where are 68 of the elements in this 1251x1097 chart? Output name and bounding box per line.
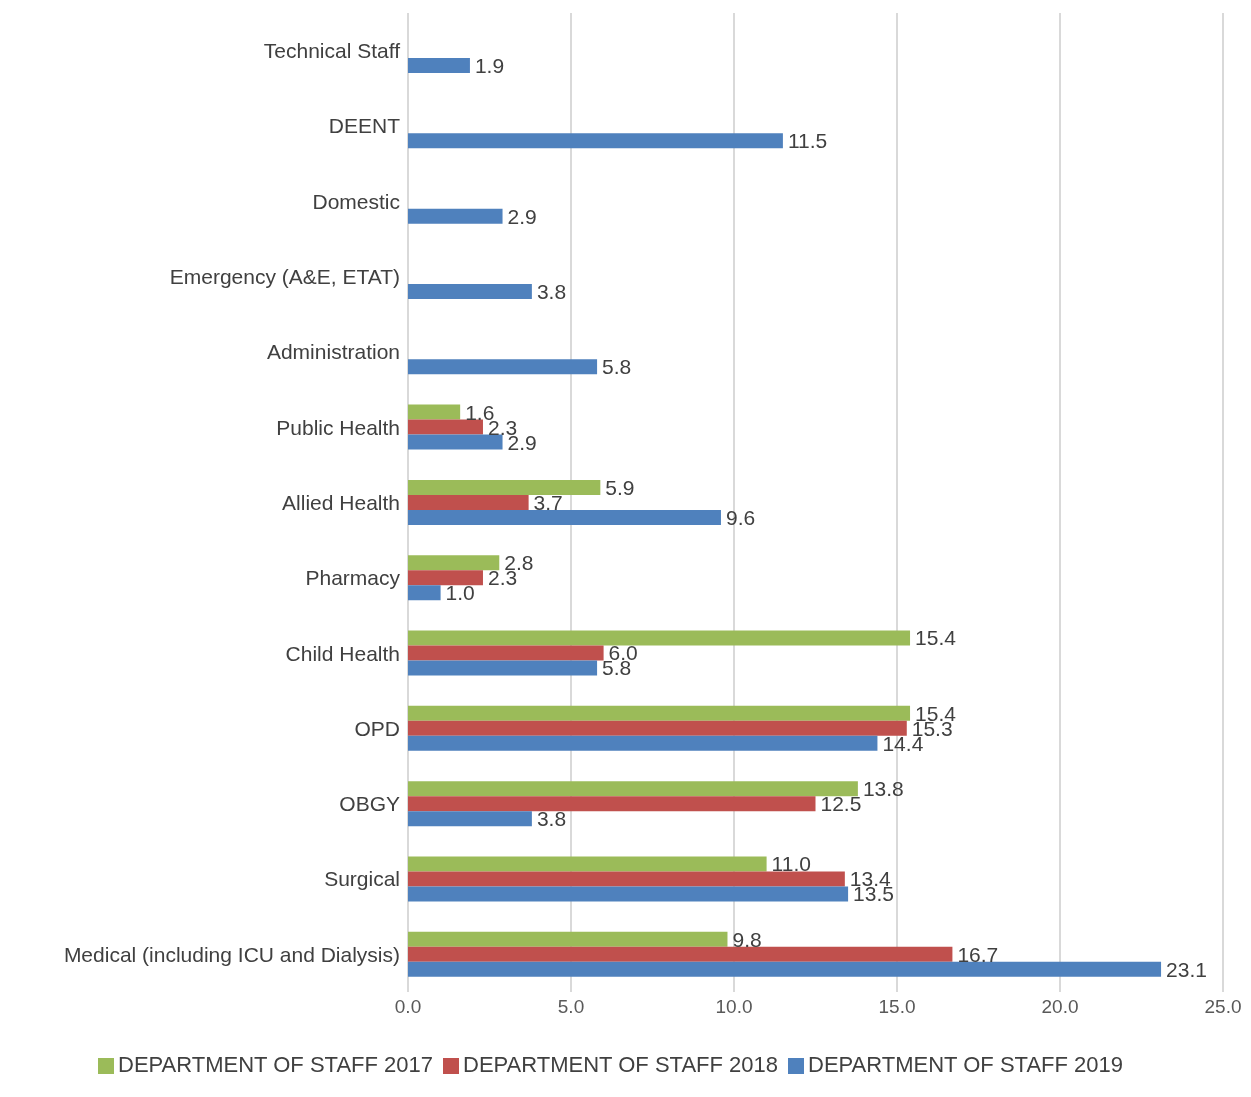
bar [408,509,721,525]
bar [408,570,483,586]
y-tick-label: Surgical [324,867,400,891]
bar [408,283,532,299]
x-tick-label: 25.0 [1204,996,1242,1018]
bar [408,871,845,887]
y-tick-label: Child Health [285,641,400,665]
data-label: 15.4 [915,626,957,650]
data-label: 11.5 [787,129,828,153]
y-tick-label: Allied Health [282,490,400,514]
bar [408,931,728,947]
bar [408,630,911,646]
y-tick-label: Domestic [312,189,400,213]
legend-label: DEPARTMENT OF STAFF 2019 [808,1052,1123,1077]
bar [408,856,767,872]
y-tick-label: Public Health [276,415,400,439]
y-tick-label: Technical Staff [263,39,401,63]
x-tick-label: 5.0 [557,996,585,1018]
x-tick-label: 0.0 [394,996,422,1018]
data-label: 12.5 [820,792,862,816]
data-label: 11.0 [771,852,811,876]
data-label: 9.8 [732,927,762,951]
bar [408,811,532,827]
bar [408,419,483,435]
y-tick-label: OPD [354,716,400,740]
data-label: 13.8 [862,777,904,801]
y-tick-label: Emergency (A&E, ETAT) [169,265,400,289]
bar [408,720,907,736]
data-label: 3.7 [533,490,563,514]
legend-label: DEPARTMENT OF STAFF 2017 [118,1052,433,1077]
bar [408,133,783,149]
y-tick-label: Medical (including ICU and Dialysis) [63,942,400,966]
data-label: 9.6 [725,505,756,529]
legend-label: DEPARTMENT OF STAFF 2018 [463,1052,778,1077]
data-label: 16.7 [957,942,999,966]
data-label: 1.0 [445,581,475,605]
bar [408,781,858,797]
y-tick-label: OBGY [339,792,400,816]
bar [408,359,598,375]
bar [408,886,849,902]
bar [408,555,500,571]
x-tick-label: 20.0 [1041,996,1079,1018]
x-tick-label: 10.0 [715,996,753,1018]
bar [408,735,878,751]
x-tick-label: 15.0 [878,996,916,1018]
bar [408,208,503,224]
bar [408,479,601,495]
bar [408,705,911,721]
bar [408,585,441,601]
data-label: 5.8 [602,355,632,379]
data-label: 5.9 [605,475,635,499]
bar [408,660,598,676]
data-label: 3.8 [536,807,567,831]
bar [408,796,816,812]
y-tick-label: Administration [266,340,400,364]
bar [408,961,1162,977]
data-label: 2.9 [507,204,537,228]
data-label: 3.8 [536,279,567,303]
bar [408,434,503,450]
y-tick-label: Pharmacy [305,566,401,590]
y-tick-label: DEENT [328,114,401,138]
bar [408,494,529,510]
bar [408,58,470,74]
data-label: 23.1 [1166,957,1207,981]
bar [408,645,604,661]
bar [408,946,953,962]
bar [408,404,461,420]
data-label: 1.9 [474,54,505,78]
